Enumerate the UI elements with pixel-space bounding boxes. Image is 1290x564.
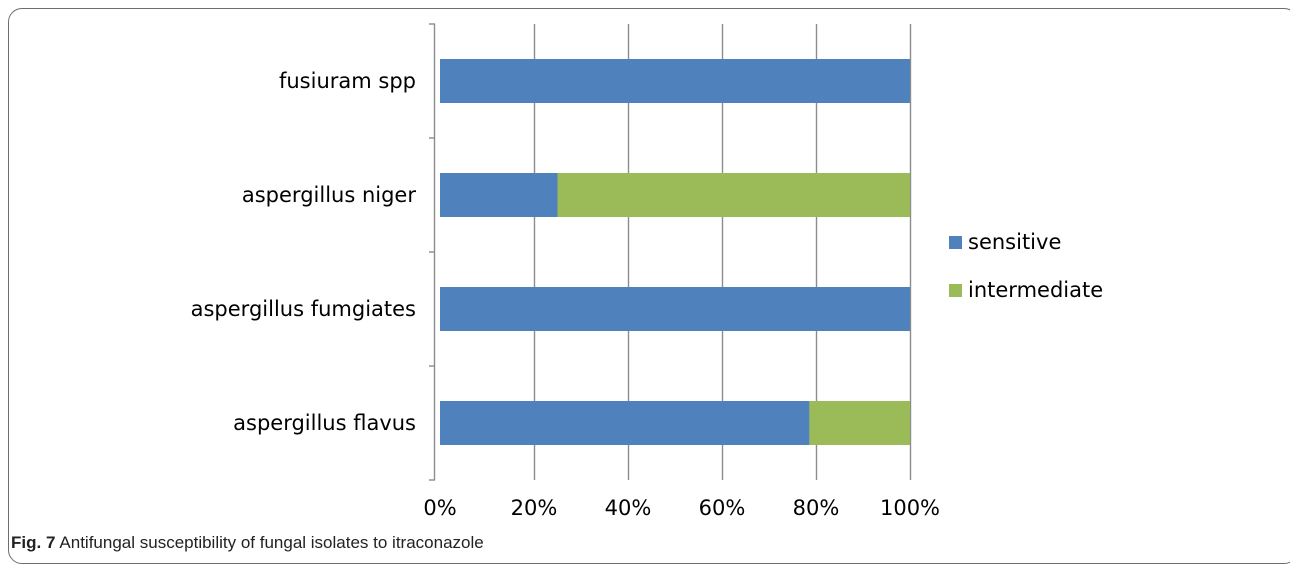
bar-segment-sensitive (440, 59, 910, 103)
bar-segment-intermediate (809, 401, 910, 445)
figure-caption: Fig. 7 Antifungal susceptibility of funga… (11, 533, 484, 553)
x-tick-label: 60% (699, 496, 746, 520)
legend-swatch-intermediate (949, 284, 962, 297)
bar-segment-intermediate (557, 173, 910, 217)
x-tick-labels: 0% 20% 40% 60% 80% 100% (423, 496, 940, 520)
x-tick-label: 80% (793, 496, 840, 520)
x-tick-label: 0% (423, 496, 456, 520)
legend: sensitive intermediate (949, 230, 1103, 302)
bar-segment-sensitive (440, 287, 910, 331)
bar-segment-sensitive (440, 401, 810, 445)
category-label: aspergillus niger (242, 183, 416, 207)
figure-number: Fig. 7 (11, 533, 56, 552)
x-tick-label: 40% (605, 496, 652, 520)
category-label: aspergillus fumgiates (191, 297, 416, 321)
legend-label-intermediate: intermediate (968, 278, 1103, 302)
category-label: fusiuram spp (279, 69, 416, 93)
x-tick-label: 100% (880, 496, 940, 520)
legend-swatch-sensitive (949, 236, 962, 249)
y-axis (429, 23, 436, 481)
category-label: aspergillus flavus (233, 411, 416, 435)
bar-segment-sensitive (440, 173, 558, 217)
x-tick-label: 20% (511, 496, 558, 520)
legend-label-sensitive: sensitive (968, 230, 1061, 254)
category-labels: aspergillus flavus aspergillus fumgiates a… (191, 69, 417, 435)
caption-text: Antifungal susceptibility of fungal isol… (59, 533, 484, 552)
bars (440, 59, 910, 445)
